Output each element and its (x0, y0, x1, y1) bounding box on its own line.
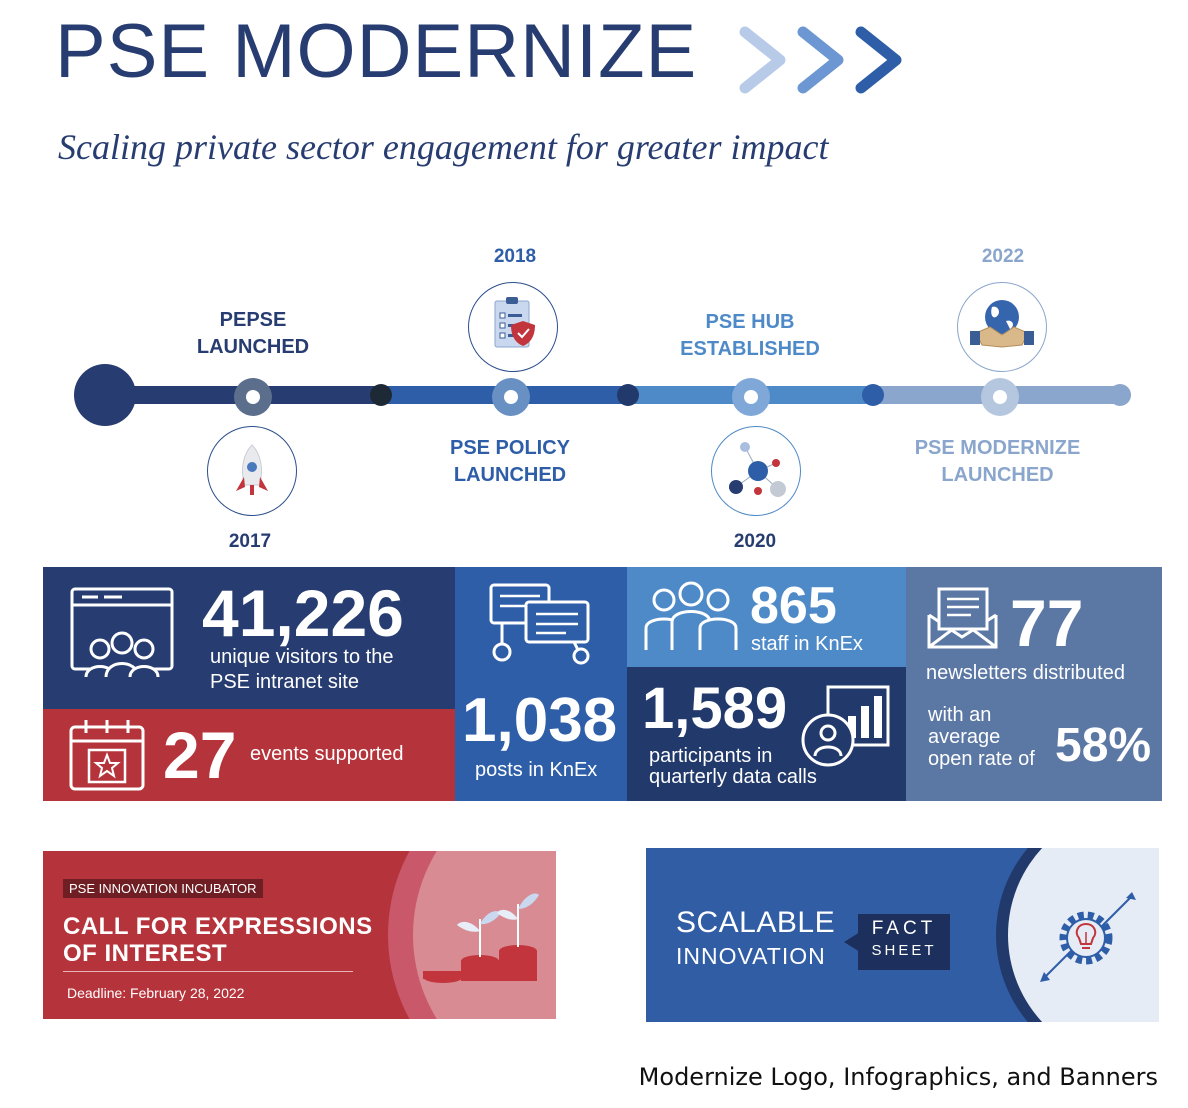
newsletters-label: newsletters distributed (926, 662, 1125, 684)
fact-sheet-title-line1: SCALABLE (676, 906, 836, 939)
open-rate-line1: with an (928, 704, 992, 726)
events-value: 27 (163, 718, 237, 792)
chevrons-icon (739, 26, 902, 94)
timeline-start-dot (74, 364, 136, 426)
fact-sheet-banner[interactable]: SCALABLE INNOVATION FACT SHEET (646, 848, 1159, 1022)
timeline-node-2017 (234, 378, 272, 416)
milestone-year-2022: 2022 (981, 246, 1025, 267)
milestone-year-2017: 2017 (228, 531, 272, 552)
incubator-headline-line1: CALL FOR EXPRESSIONS (63, 913, 373, 940)
gear-bulb-icon (1040, 892, 1136, 982)
incubator-deadline: Deadline: February 28, 2022 (67, 985, 245, 1001)
visitors-label-line1: unique visitors to the (210, 646, 394, 668)
page-subtitle: Scaling private sector engagement for gr… (58, 127, 829, 167)
newsletters-value: 77 (1010, 586, 1084, 660)
participants-label-line1: participants in (649, 745, 773, 767)
network-icon (729, 442, 786, 497)
plant-coins-icon (423, 893, 539, 983)
image-caption: Modernize Logo, Infographics, and Banner… (638, 1063, 1158, 1091)
milestone-year-2020: 2020 (733, 531, 777, 552)
clipboard-shield-icon (494, 297, 535, 348)
user-chart-icon (801, 685, 890, 767)
open-rate-line2: average (928, 726, 1001, 748)
open-rate-line3: open rate of (928, 748, 1035, 770)
posts-value: 1,038 (462, 686, 618, 755)
incubator-divider (63, 971, 353, 972)
timeline-node-2018 (492, 378, 530, 416)
timeline-node-2020 (732, 378, 770, 416)
milestone-year-2018: 2018 (493, 246, 537, 267)
rocket-icon (236, 444, 268, 495)
fact-sheet-badge (858, 914, 950, 970)
milestone-label-2018: PSE POLICY LAUNCHED (449, 437, 571, 486)
timeline-bar (74, 364, 1131, 426)
incubator-headline-line2: OF INTEREST (63, 940, 228, 967)
milestone-label-2022: PSE MODERNIZE LAUNCHED (914, 437, 1081, 486)
milestone-label-2020: PSE HUB ESTABLISHED (680, 311, 820, 360)
milestone-label-2017: PEPSE LAUNCHED (196, 309, 310, 358)
events-label: events supported (250, 743, 404, 765)
participants-label-line2: quarterly data calls (649, 766, 817, 788)
incubator-tag: PSE INNOVATION INCUBATOR (63, 879, 263, 898)
website-audience-icon (70, 587, 174, 678)
posts-label: posts in KnEx (475, 759, 598, 781)
badge-pointer (844, 932, 860, 952)
milestone-icon-2018 (468, 282, 558, 372)
globe-handshake-icon (970, 300, 1034, 348)
visitors-label-line2: PSE intranet site (210, 671, 359, 693)
visitors-value: 41,226 (202, 576, 404, 650)
participants-value: 1,589 (642, 676, 788, 741)
timeline-node-2022 (981, 378, 1019, 416)
calendar-star-icon (69, 720, 145, 791)
open-rate-value: 58% (1055, 719, 1152, 772)
milestone-icon-2022 (957, 282, 1047, 372)
incubator-banner[interactable]: PSE INNOVATION INCUBATOR CALL FOR EXPRES… (43, 851, 556, 1019)
milestone-icon-2017 (207, 426, 297, 516)
chat-bubbles-icon (489, 583, 590, 665)
participants-panel (627, 667, 906, 801)
envelope-letter-icon (927, 587, 998, 649)
fact-sheet-title-line2: INNOVATION (676, 943, 826, 969)
fact-sheet-badge-line1: FACT (871, 918, 937, 939)
people-group-icon (644, 581, 738, 650)
staff-label: staff in KnEx (751, 633, 863, 655)
events-panel (43, 709, 455, 801)
page-title: PSE MODERNIZE (55, 9, 698, 94)
staff-value: 865 (750, 577, 837, 635)
fact-sheet-badge-line2: SHEET (871, 942, 937, 959)
milestone-icon-2020 (711, 426, 801, 516)
